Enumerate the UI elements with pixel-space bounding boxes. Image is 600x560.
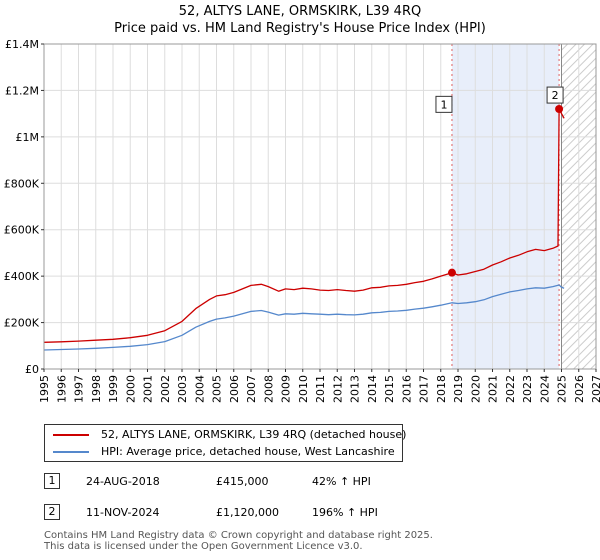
property-price-line xyxy=(43,108,565,343)
x-tick-label: 2017 xyxy=(418,375,431,403)
footer: Contains HM Land Registry data © Crown c… xyxy=(44,530,433,552)
x-tick-label: 2015 xyxy=(383,375,396,403)
legend-swatch-hpi xyxy=(53,451,89,453)
x-tick-label: 2005 xyxy=(211,375,224,403)
x-tick-label: 2016 xyxy=(400,375,413,403)
sale-badge xyxy=(546,86,564,104)
y-tick-label: £200K xyxy=(4,317,40,330)
y-tick-label: £800K xyxy=(4,177,40,190)
x-tick-label: 2008 xyxy=(262,375,275,403)
transaction-price: £1,120,000 xyxy=(216,506,279,519)
transaction-hpi-change: 42% ↑ HPI xyxy=(312,475,371,488)
x-tick-label: 2020 xyxy=(469,375,482,403)
shaded-ownership-period xyxy=(451,44,560,369)
sale-point xyxy=(447,268,456,277)
legend-label-hpi: HPI: Average price, detached house, West… xyxy=(101,445,395,458)
transaction-price: £415,000 xyxy=(216,475,269,488)
x-tick-label: 2001 xyxy=(142,375,155,403)
transaction-badge: 1 xyxy=(44,473,60,489)
transaction-date: 24-AUG-2018 xyxy=(86,475,160,488)
x-tick-label: 2023 xyxy=(521,375,534,403)
y-tick-label: £1.4M xyxy=(5,38,39,51)
y-tick-label: £1.2M xyxy=(5,84,39,97)
x-tick-label: 1997 xyxy=(73,375,86,403)
hpi-line xyxy=(43,284,565,351)
footer-copyright: Contains HM Land Registry data © Crown c… xyxy=(44,530,433,541)
x-tick-label: 2013 xyxy=(349,375,362,403)
legend-label-property: 52, ALTYS LANE, ORMSKIRK, L39 4RQ (detac… xyxy=(101,428,407,441)
footer-license: This data is licensed under the Open Gov… xyxy=(44,541,363,552)
transaction-row: 2 11-NOV-2024 £1,120,000 196% ↑ HPI xyxy=(44,503,584,523)
x-tick-label: 2018 xyxy=(435,375,448,403)
price-chart: 1 2 £0 £200K £400K £600K £800K £1M £1.2M £1.4M 19… xyxy=(4,38,600,403)
y-tick-label: £1M xyxy=(16,131,40,144)
transaction-date: 11-NOV-2024 xyxy=(86,506,160,519)
legend-swatch-property xyxy=(53,434,89,436)
x-tick-label: 2012 xyxy=(331,375,344,403)
chart-title: 52, ALTYS LANE, ORMSKIRK, L39 4RQ xyxy=(178,4,422,19)
x-tick-label: 2006 xyxy=(228,375,241,403)
chart-legend: 52, ALTYS LANE, ORMSKIRK, L39 4RQ (detac… xyxy=(44,424,407,462)
x-tick-label: 1995 xyxy=(38,375,51,403)
x-tick-label: 1998 xyxy=(90,375,103,403)
y-tick-label: £0 xyxy=(25,363,39,376)
x-tick-label: 2019 xyxy=(452,375,465,403)
x-tick-label: 2024 xyxy=(538,375,551,403)
y-tick-label: £600K xyxy=(4,224,40,237)
x-tick-label: 2003 xyxy=(176,375,189,403)
chart-subtitle: Price paid vs. HM Land Registry's House … xyxy=(114,21,486,36)
x-tick-label: 2027 xyxy=(590,375,600,403)
x-tick-label: 2021 xyxy=(487,375,500,403)
x-tick-label: 2007 xyxy=(245,375,258,403)
x-tick-label: 2022 xyxy=(504,375,517,403)
x-tick-label: 2010 xyxy=(297,375,310,403)
x-tick-label: 1999 xyxy=(107,375,120,403)
sale-point xyxy=(555,105,564,113)
sale-badge-label: 1 xyxy=(440,98,447,111)
x-tick-label: 2000 xyxy=(124,375,137,403)
sale-badge xyxy=(435,95,453,113)
sale-badge-label: 2 xyxy=(552,89,559,102)
transaction-badge: 2 xyxy=(44,504,60,520)
transaction-row: 1 24-AUG-2018 £415,000 42% ↑ HPI xyxy=(44,472,584,492)
x-tick-label: 2026 xyxy=(573,375,586,403)
x-tick-label: 2011 xyxy=(314,375,327,403)
x-tick-label: 2014 xyxy=(366,375,379,403)
x-tick-label: 2002 xyxy=(159,375,172,403)
y-tick-label: £400K xyxy=(4,270,40,283)
x-tick-label: 1996 xyxy=(55,375,68,403)
x-tick-label: 2025 xyxy=(556,375,569,403)
transaction-hpi-change: 196% ↑ HPI xyxy=(312,506,378,519)
x-tick-label: 2004 xyxy=(193,375,206,403)
x-tick-label: 2009 xyxy=(280,375,293,403)
